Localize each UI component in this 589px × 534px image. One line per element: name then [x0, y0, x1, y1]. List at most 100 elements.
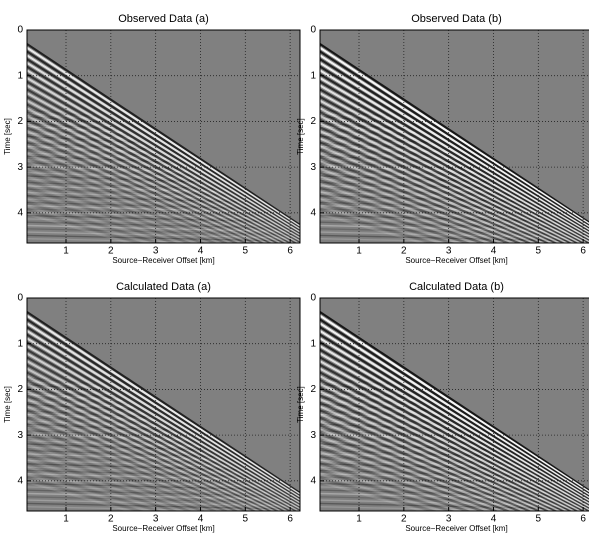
- wavefront: [27, 182, 200, 243]
- reflection: [27, 466, 243, 474]
- wavefront: [320, 103, 585, 243]
- wavefront: [27, 103, 292, 243]
- reflection: [320, 506, 555, 511]
- wavefront: [320, 92, 589, 243]
- y-tick-label: 4: [17, 475, 23, 486]
- wavefront: [320, 473, 446, 511]
- reflection: [27, 155, 172, 163]
- reflection: [320, 185, 514, 193]
- wavefront: [320, 99, 588, 243]
- wavefront: [27, 386, 280, 511]
- wavefront: [27, 88, 300, 243]
- reflection: [27, 228, 292, 236]
- wavefront: [27, 420, 244, 511]
- x-tick-label: 3: [153, 514, 159, 525]
- y-tick-label: 2: [310, 384, 316, 395]
- wavefront: [320, 454, 486, 511]
- y-tick-label: 2: [310, 116, 316, 127]
- wavefront: [27, 413, 253, 511]
- wavefront: [27, 367, 295, 511]
- reflection: [27, 178, 210, 186]
- wavefront: [27, 311, 300, 494]
- wavefront: [320, 382, 576, 511]
- reflection: [27, 181, 216, 190]
- reflection: [27, 198, 243, 206]
- wavefront: [320, 194, 471, 243]
- wavefront: [27, 80, 300, 241]
- panel-title: Observed Data (a): [118, 13, 208, 25]
- reflection: [27, 502, 300, 511]
- reflection: [27, 221, 281, 229]
- x-tick-label: 5: [243, 514, 249, 525]
- wavefront: [320, 209, 437, 243]
- wavefront: [320, 375, 582, 511]
- wavefront: [320, 458, 479, 511]
- panel-title: Observed Data (b): [411, 13, 501, 25]
- x-tick-label: 4: [198, 514, 204, 525]
- wavefront: [320, 348, 589, 507]
- wavefront: [320, 420, 537, 511]
- wavefront: [320, 213, 427, 243]
- wavefront: [27, 114, 283, 243]
- reflection: [27, 423, 172, 431]
- wavefront: [320, 122, 569, 243]
- panel-title: Calculated Data (b): [409, 281, 504, 293]
- wavefront: [27, 175, 212, 243]
- wavefront: [27, 126, 273, 243]
- reflection: [27, 486, 276, 494]
- x-tick-label: 2: [401, 514, 407, 525]
- wavefront: [27, 145, 253, 243]
- wavefront: [27, 314, 300, 496]
- wavefront: [320, 386, 573, 511]
- reflection: [27, 129, 129, 137]
- wavefront: [27, 416, 249, 511]
- x-tick-label: 1: [356, 246, 362, 257]
- x-axis-label: Source−Receiver Offset [km]: [112, 524, 214, 533]
- wavefront: [27, 397, 269, 511]
- wavefront: [320, 80, 589, 239]
- reflection: [27, 231, 298, 239]
- wavefront: [27, 194, 178, 243]
- x-axis-label: Source−Receiver Offset [km]: [405, 256, 507, 265]
- wavefront: [27, 356, 300, 511]
- wavefront: [320, 431, 522, 511]
- wavefront: [320, 182, 493, 243]
- axes-frame: [26, 29, 301, 244]
- wavefront: [320, 360, 589, 511]
- reflection: [27, 234, 300, 243]
- x-tick-label: 1: [63, 514, 69, 525]
- wavefront: [320, 469, 455, 511]
- wavefront: [27, 401, 265, 511]
- y-tick-label: 0: [310, 25, 316, 36]
- wavefront: [27, 481, 134, 511]
- wavefront: [27, 186, 193, 243]
- wavefront: [27, 58, 300, 232]
- x-tick-label: 6: [580, 514, 586, 525]
- y-tick-label: 4: [310, 207, 316, 218]
- reflection: [320, 238, 555, 243]
- wavefront: [320, 345, 589, 506]
- wavefront: [320, 73, 589, 236]
- wavefront: [27, 156, 239, 243]
- wavefront: [320, 137, 555, 243]
- y-tick-label: 2: [17, 116, 23, 127]
- wavefront: [27, 435, 224, 511]
- wavefront: [320, 409, 550, 511]
- wavefront: [320, 401, 558, 511]
- wavefront: [320, 129, 562, 243]
- y-tick-label: 1: [310, 70, 316, 81]
- wavefront: [27, 171, 218, 243]
- wavefront: [27, 213, 134, 243]
- wavefront: [27, 379, 286, 511]
- wavefront: [320, 160, 528, 243]
- wavefront: [320, 465, 463, 511]
- y-tick-label: 1: [310, 338, 316, 349]
- panel: 1 2 3 4 5 6 0 1 2 3 4 Observed Data (b) Source−Recei…: [296, 13, 589, 265]
- reflection: [27, 489, 281, 497]
- y-tick-label: 0: [17, 25, 23, 36]
- wavefront: [27, 477, 144, 511]
- wavefront: [320, 341, 589, 504]
- wavefront: [27, 129, 269, 243]
- x-tick-label: 6: [287, 514, 293, 525]
- wavefront: [27, 77, 300, 240]
